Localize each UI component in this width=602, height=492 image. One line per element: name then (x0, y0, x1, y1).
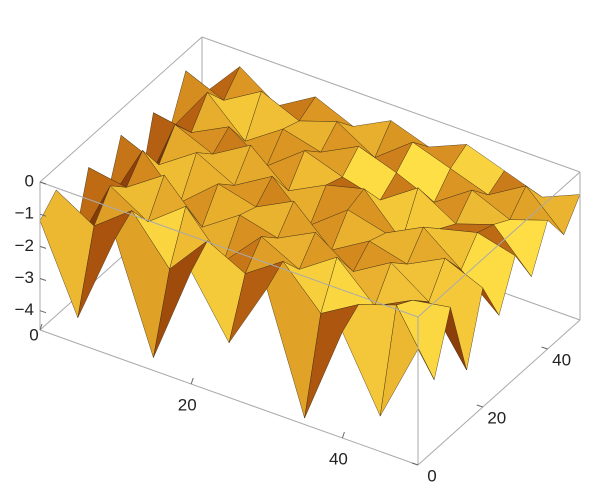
surface-cell (380, 304, 435, 417)
z-tick (39, 310, 47, 314)
z-tick (39, 245, 47, 249)
z-tick-label: −1 (15, 204, 34, 223)
x-tick-label: 20 (178, 395, 197, 414)
box-edge (417, 319, 581, 466)
x-tick-label: 40 (329, 449, 348, 468)
y-tick-label: 0 (427, 466, 436, 485)
y-tick (411, 462, 419, 466)
x-tick (341, 431, 345, 439)
z-tick-label: −2 (15, 236, 34, 255)
z-tick-label: −4 (15, 300, 34, 319)
y-tick (541, 346, 548, 350)
x-tick-label: 0 (29, 325, 38, 344)
box-edge (39, 181, 419, 318)
box-edge (417, 171, 581, 318)
x-tick (190, 377, 194, 385)
z-tick (39, 278, 47, 281)
box-edge (201, 36, 581, 173)
z-tick (39, 213, 47, 217)
box-edge (39, 36, 203, 183)
x-tick (39, 323, 43, 331)
z-tick-label: 0 (25, 171, 34, 190)
y-tick (476, 404, 483, 408)
z-tick-label: −3 (15, 268, 34, 287)
y-tick-label: 40 (552, 350, 571, 369)
z-tick (39, 181, 47, 185)
y-tick-label: 20 (487, 408, 506, 427)
box-edge (39, 329, 419, 466)
